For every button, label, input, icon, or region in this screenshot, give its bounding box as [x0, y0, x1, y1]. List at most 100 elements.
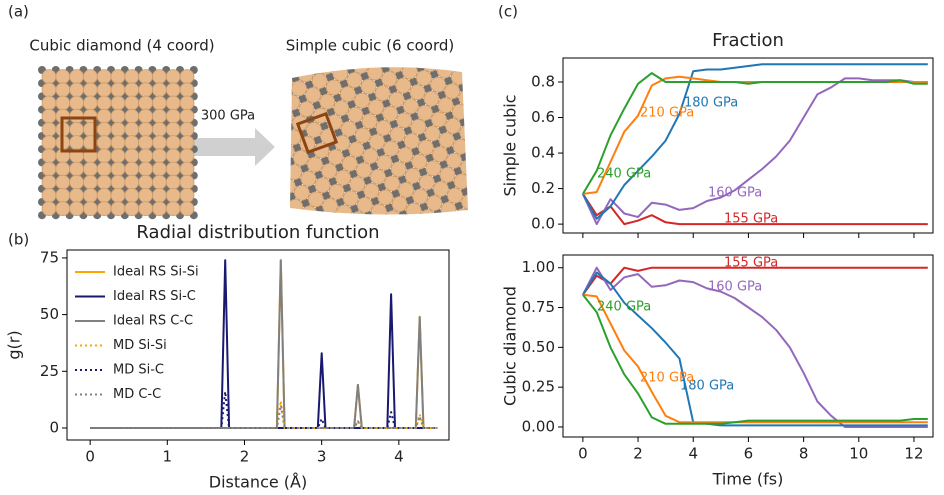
atom: [257, 109, 266, 118]
atom: [413, 216, 422, 225]
atom: [368, 99, 384, 116]
atom: [124, 161, 140, 177]
atom: [350, 211, 367, 215]
atom: [366, 23, 375, 32]
atom: [310, 261, 325, 276]
atom: [428, 230, 443, 245]
panel-label: (b): [8, 231, 29, 249]
atom: [279, 171, 288, 180]
atom: [124, 148, 140, 164]
atom: [342, 190, 359, 207]
atom: [361, 113, 378, 130]
atom: [462, 222, 471, 231]
atom: [151, 108, 167, 124]
x-tick-label: 2: [633, 445, 643, 463]
atom: [290, 67, 300, 76]
atom: [165, 121, 181, 137]
atom: [290, 178, 296, 195]
atom: [69, 121, 84, 137]
structure-title: Simple cubic (6 coord): [286, 37, 455, 55]
atom: [110, 148, 126, 164]
atom: [336, 204, 353, 215]
atom: [447, 187, 463, 204]
atom: [440, 194, 450, 204]
atom: [271, 88, 286, 103]
atom: [110, 201, 126, 217]
atom: [339, 79, 349, 89]
atom: [386, 245, 401, 260]
atom: [329, 211, 339, 215]
atom: [138, 161, 154, 177]
atom: [306, 121, 322, 138]
atom: [467, 173, 468, 183]
atom: [402, 98, 419, 115]
atom: [290, 94, 301, 111]
atom: [290, 143, 295, 160]
atom: [290, 129, 302, 146]
atom: [440, 201, 457, 215]
atom: [326, 107, 336, 117]
y-tick-label: 1.00: [522, 258, 555, 276]
atom: [448, 215, 457, 224]
atom: [151, 201, 167, 217]
atom: [361, 106, 371, 116]
atom: [398, 209, 408, 215]
x-axis-label: Time (fs): [712, 470, 784, 489]
atom: [110, 135, 126, 151]
series-label: 240 GPa: [597, 300, 651, 315]
atom: [69, 161, 84, 177]
atom: [353, 67, 369, 74]
atom: [258, 117, 273, 132]
atom: [433, 181, 449, 197]
series-line: [581, 77, 928, 226]
atom: [487, 131, 496, 140]
atom: [407, 238, 422, 253]
y-tick-label: 0.50: [522, 338, 555, 356]
atom: [124, 121, 140, 137]
atom: [96, 174, 112, 190]
atom: [277, 67, 286, 76]
atom: [96, 69, 112, 84]
atom: [41, 95, 57, 111]
atom: [386, 238, 395, 247]
atom: [362, 148, 379, 164]
atom: [340, 120, 357, 137]
atom: [411, 153, 428, 170]
atom: [450, 67, 460, 72]
atom: [138, 174, 154, 190]
atom: [465, 103, 468, 113]
atom: [412, 188, 429, 205]
atom: [464, 68, 468, 78]
atom: [96, 187, 112, 203]
atom: [151, 161, 167, 177]
atom: [110, 187, 126, 203]
atom: [138, 95, 154, 111]
y-tick-label: 0.4: [531, 144, 555, 162]
atom: [96, 148, 112, 164]
atom: [290, 198, 304, 215]
atom: [55, 187, 71, 203]
atom: [41, 187, 57, 203]
atom: [110, 69, 126, 84]
atom: [364, 210, 374, 215]
x-tick-label: 12: [904, 445, 923, 463]
atom: [482, 187, 497, 202]
atom: [318, 67, 335, 75]
atom: [409, 77, 419, 87]
atom: [374, 78, 384, 88]
x-axis-label: Distance (Å): [209, 473, 307, 492]
atom: [482, 180, 491, 189]
panel-label: (c): [498, 3, 518, 21]
x-tick-label: 4: [688, 445, 698, 463]
x-tick-label: 2: [240, 448, 250, 466]
legend-label: MD C-C: [113, 387, 161, 402]
y-tick-label: 0.00: [522, 417, 555, 435]
atom: [448, 223, 463, 238]
atom: [41, 148, 57, 164]
atom: [488, 166, 497, 175]
atom: [425, 153, 435, 163]
atom: [452, 131, 462, 141]
atom: [69, 135, 84, 151]
atom: [369, 134, 385, 150]
atom: [404, 160, 414, 170]
